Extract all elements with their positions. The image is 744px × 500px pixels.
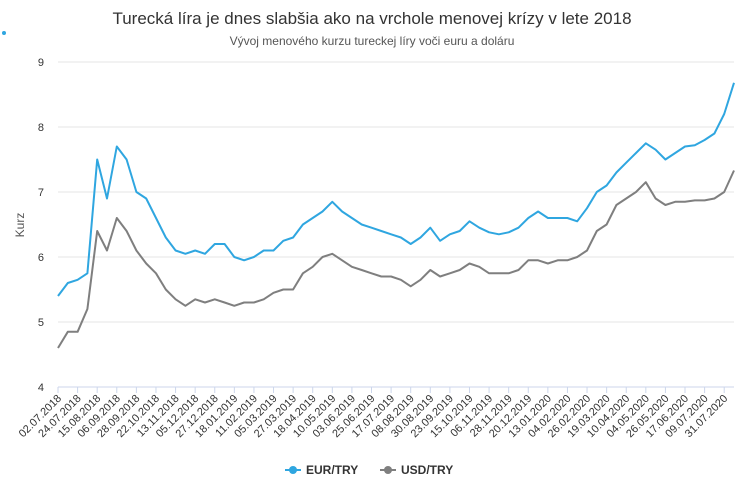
legend-marker [384,466,392,474]
line-series [57,170,735,349]
chart-title: Turecká líra je dnes slabšia ako na vrch… [112,9,631,28]
y-tick-label: 5 [38,317,44,329]
line-series [57,82,735,297]
y-tick-label: 9 [38,57,44,69]
y-tick-label: 7 [38,187,44,199]
y-tick-label: 4 [38,382,44,394]
legend-marker [289,466,297,474]
legend-label: USD/TRY [401,463,453,477]
legend-label: EUR/TRY [306,463,358,477]
decor-dot [2,31,6,35]
y-tick-label: 6 [38,252,44,264]
y-tick-label: 8 [38,122,44,134]
chart-subtitle: Vývoj menového kurzu tureckej líry voči … [230,34,515,48]
y-axis-label: Kurz [13,213,27,238]
